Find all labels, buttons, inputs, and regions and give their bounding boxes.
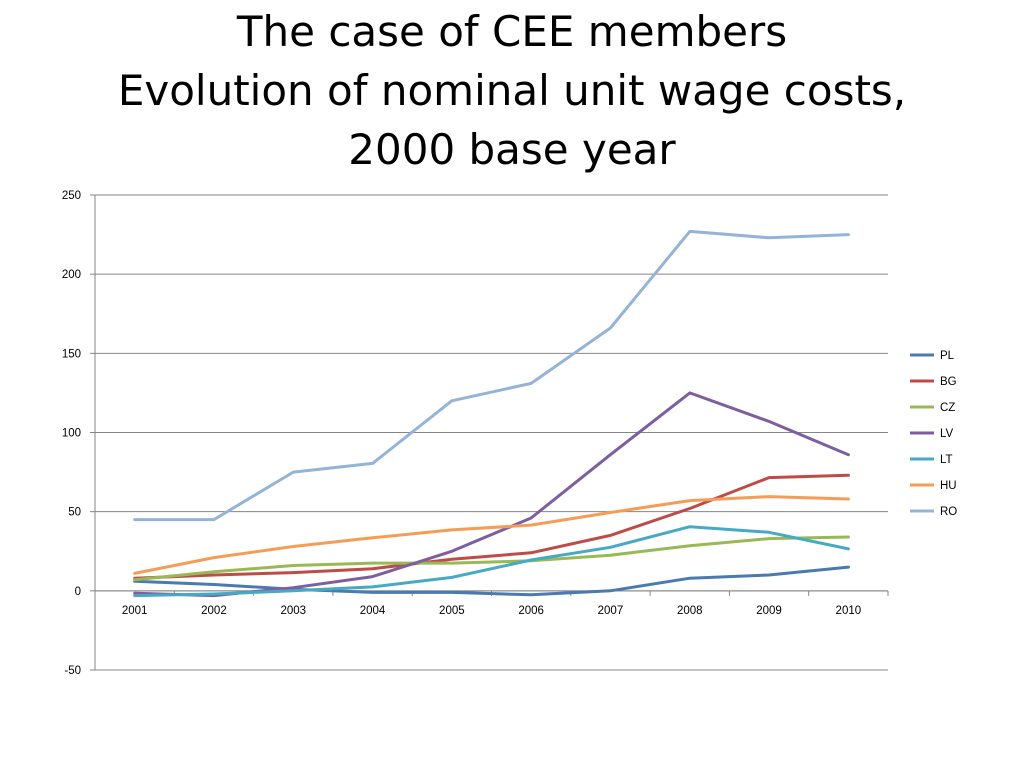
- y-tick-label: 150: [62, 348, 81, 360]
- gridlines: [95, 194, 888, 671]
- slide-title: The case of CEE members Evolution of nom…: [0, 0, 1024, 179]
- x-tick-label: 2004: [360, 605, 386, 617]
- y-tick-label: 50: [68, 507, 81, 519]
- y-tick-label: 0: [75, 586, 81, 598]
- series-line-cz: [133, 535, 850, 582]
- y-tick-label: 200: [62, 269, 81, 281]
- series-line-lv: [133, 391, 850, 598]
- series-line-hu: [133, 495, 850, 575]
- x-tick-label: 2007: [598, 605, 624, 617]
- y-tick-label: 250: [62, 190, 81, 202]
- series-line-bg: [133, 473, 850, 580]
- series-line-ro: [133, 229, 850, 522]
- x-tick-label: 2010: [836, 605, 862, 617]
- legend-label-hu: HU: [940, 480, 957, 492]
- y-tick-label: -50: [64, 665, 81, 677]
- legend-label-ro: RO: [940, 506, 957, 518]
- x-tick-label: 2003: [280, 605, 306, 617]
- x-tick-label: 2009: [756, 605, 782, 617]
- legend-label-lt: LT: [940, 454, 953, 466]
- x-axis-tick-labels: 2001 2002 2003 2004 2005 2006 2007 2008 2009 2010: [122, 605, 861, 617]
- y-tick-label: 100: [62, 428, 81, 440]
- y-axis-tick-labels: -50 0 50 100 150 200 250: [62, 190, 81, 677]
- legend-label-cz: CZ: [940, 402, 955, 414]
- title-line-2: Evolution of nominal unit wage costs,: [117, 66, 907, 115]
- x-tick-label: 2001: [122, 605, 148, 617]
- title-line-1: The case of CEE members: [236, 7, 788, 56]
- x-tick-label: 2005: [439, 605, 465, 617]
- series-line-lt: [133, 525, 850, 598]
- title-line-3: 2000 base year: [348, 125, 676, 174]
- x-tick-label: 2006: [518, 605, 544, 617]
- x-tick-label: 2002: [201, 605, 227, 617]
- series-lines: [133, 229, 850, 598]
- x-tick-label: 2008: [677, 605, 703, 617]
- legend-label-bg: BG: [940, 376, 957, 388]
- series-line-pl: [133, 565, 850, 597]
- axes: [90, 194, 889, 671]
- legend: PL BG CZ LV LT HU RO: [910, 350, 957, 518]
- legend-label-lv: LV: [940, 428, 954, 440]
- legend-label-pl: PL: [940, 350, 955, 362]
